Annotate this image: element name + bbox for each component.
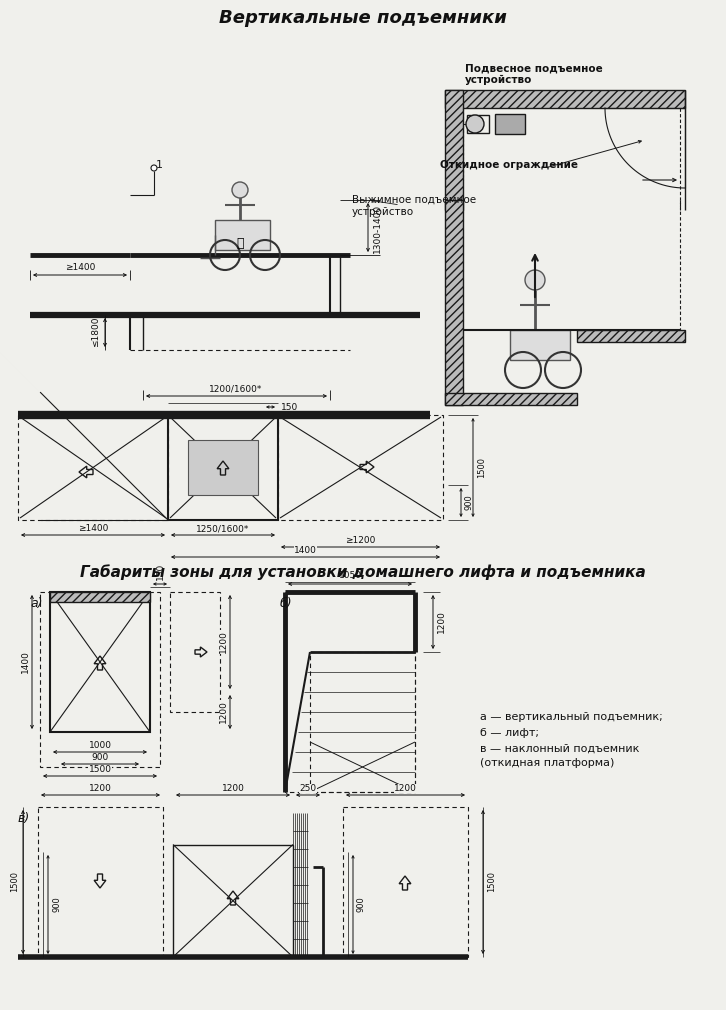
- Bar: [285, 592, 415, 792]
- Text: 1500: 1500: [89, 765, 112, 774]
- Text: Откидное ограждение: Откидное ограждение: [440, 160, 578, 170]
- Bar: [173, 844, 293, 957]
- Bar: [445, 393, 577, 405]
- Text: 1500: 1500: [477, 457, 486, 478]
- Bar: [445, 90, 685, 108]
- Bar: [50, 592, 150, 732]
- Text: 1300-1400: 1300-1400: [373, 203, 382, 252]
- Text: 1: 1: [156, 160, 163, 170]
- Bar: [168, 415, 278, 520]
- Text: 1200: 1200: [437, 611, 446, 633]
- Bar: [445, 90, 463, 210]
- Text: б — лифт;: б — лифт;: [480, 728, 539, 738]
- Circle shape: [232, 182, 248, 198]
- Bar: [18, 415, 168, 520]
- Text: 900: 900: [357, 897, 366, 912]
- Text: 1400: 1400: [294, 546, 317, 556]
- Text: 900: 900: [91, 753, 109, 762]
- Text: 1050: 1050: [338, 571, 362, 580]
- Circle shape: [525, 270, 545, 290]
- Text: 1200: 1200: [89, 784, 112, 793]
- Text: б): б): [280, 597, 293, 610]
- Text: 1250/1600*: 1250/1600*: [196, 524, 250, 533]
- Text: Вертикальные подъемники: Вертикальные подъемники: [219, 9, 507, 27]
- Text: Габариты зоны для установки домашнего лифта и подъемника: Габариты зоны для установки домашнего ли…: [80, 565, 646, 580]
- Circle shape: [151, 165, 157, 171]
- Bar: [577, 330, 685, 342]
- Bar: [310, 652, 415, 792]
- Text: 1000: 1000: [89, 741, 112, 750]
- Text: 150: 150: [155, 563, 165, 580]
- Text: Подвесное подъемное
устройство: Подвесное подъемное устройство: [465, 64, 603, 85]
- Bar: [278, 415, 443, 520]
- Bar: [467, 115, 489, 133]
- Bar: [50, 592, 150, 602]
- Text: 1200: 1200: [219, 701, 228, 723]
- Text: 1500: 1500: [10, 872, 19, 893]
- Bar: [343, 807, 468, 957]
- Text: 1200/1600*: 1200/1600*: [209, 385, 263, 394]
- Text: 1500: 1500: [487, 872, 496, 893]
- Text: Выжимное подъемное
устройство: Выжимное подъемное устройство: [352, 195, 476, 216]
- Bar: [445, 200, 463, 405]
- Bar: [215, 220, 270, 250]
- Text: а — вертикальный подъемник;: а — вертикальный подъемник;: [480, 712, 663, 722]
- Text: 900: 900: [465, 494, 474, 510]
- Text: в — наклонный подъемник: в — наклонный подъемник: [480, 744, 640, 754]
- Text: ≥1400: ≥1400: [65, 263, 95, 272]
- Text: ≤1800: ≤1800: [91, 317, 100, 347]
- Bar: [38, 807, 163, 957]
- Text: ≥1400: ≥1400: [78, 524, 108, 533]
- Bar: [188, 440, 258, 495]
- Text: а): а): [30, 597, 43, 610]
- Text: 1200: 1200: [221, 784, 245, 793]
- Bar: [40, 592, 160, 767]
- Text: 🦽: 🦽: [227, 213, 253, 255]
- Bar: [170, 592, 220, 712]
- Text: ≥1200: ≥1200: [346, 536, 375, 545]
- Text: 1400: 1400: [21, 650, 30, 674]
- Text: 150: 150: [281, 403, 298, 411]
- Bar: [510, 330, 570, 360]
- Bar: [495, 114, 525, 134]
- Text: в): в): [18, 812, 30, 825]
- Text: 1200: 1200: [219, 630, 228, 653]
- Text: (откидная платформа): (откидная платформа): [480, 758, 614, 768]
- Text: 900: 900: [52, 897, 61, 912]
- Circle shape: [466, 115, 484, 133]
- Text: 🧑: 🧑: [236, 237, 244, 250]
- Text: 1200: 1200: [394, 784, 417, 793]
- Text: 250: 250: [299, 784, 317, 793]
